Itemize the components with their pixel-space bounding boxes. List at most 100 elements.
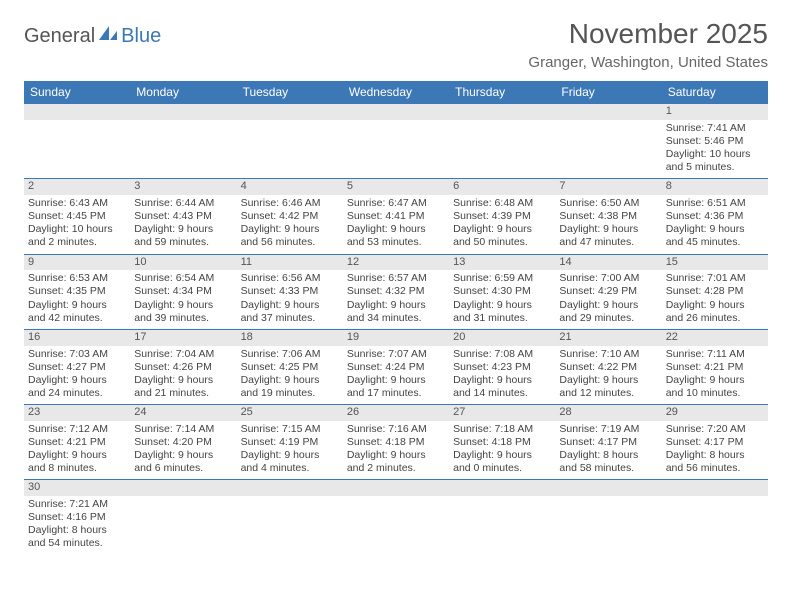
day-detail: Sunrise: 7:12 AM: [28, 423, 126, 436]
day-number: [555, 104, 661, 120]
day-detail: Daylight: 9 hours: [241, 374, 339, 387]
day-detail: and 12 minutes.: [559, 387, 657, 400]
weekday-label: Friday: [555, 81, 661, 103]
calendar-body: 1Sunrise: 7:41 AMSunset: 5:46 PMDaylight…: [24, 103, 768, 555]
day-detail: Sunset: 4:19 PM: [241, 436, 339, 449]
day-cell: 7Sunrise: 6:50 AMSunset: 4:38 PMDaylight…: [555, 179, 661, 253]
day-detail: Sunset: 4:45 PM: [28, 210, 126, 223]
day-cell: 21Sunrise: 7:10 AMSunset: 4:22 PMDayligh…: [555, 330, 661, 404]
day-cell: 9Sunrise: 6:53 AMSunset: 4:35 PMDaylight…: [24, 255, 130, 329]
calendar-week: 30Sunrise: 7:21 AMSunset: 4:16 PMDayligh…: [24, 480, 768, 554]
day-detail: and 34 minutes.: [347, 312, 445, 325]
day-cell: 16Sunrise: 7:03 AMSunset: 4:27 PMDayligh…: [24, 330, 130, 404]
day-number: [237, 480, 343, 496]
day-detail: Sunset: 4:20 PM: [134, 436, 232, 449]
day-cell: 23Sunrise: 7:12 AMSunset: 4:21 PMDayligh…: [24, 405, 130, 479]
day-number: [343, 104, 449, 120]
day-detail: Sunrise: 7:16 AM: [347, 423, 445, 436]
day-number: 15: [662, 255, 768, 271]
calendar-week: 23 Sunrise: 7:12 AMSunset: 4:21 PM Dayligh…: [24, 405, 768, 480]
day-number: 14: [555, 255, 661, 271]
day-cell: [343, 480, 449, 554]
day-cell: 5Sunrise: 6:47 AMSunset: 4:41 PMDaylight…: [343, 179, 449, 253]
day-number: 1: [662, 104, 768, 120]
day-detail: Sunrise: 7:15 AM: [241, 423, 339, 436]
day-detail: Sunset: 4:28 PM: [666, 285, 764, 298]
day-cell: 4Sunrise: 6:46 AMSunset: 4:42 PMDaylight…: [237, 179, 343, 253]
day-detail: Sunrise: 7:14 AM: [134, 423, 232, 436]
day-cell: 30Sunrise: 7:21 AMSunset: 4:16 PMDayligh…: [24, 480, 130, 554]
day-detail: and 26 minutes.: [666, 312, 764, 325]
day-number: 11: [237, 255, 343, 271]
day-number: 22: [662, 330, 768, 346]
day-cell: 15Sunrise: 7:01 AMSunset: 4:28 PMDayligh…: [662, 255, 768, 329]
weekday-label: Saturday: [662, 81, 768, 103]
day-number: 12: [343, 255, 449, 271]
day-cell: 10Sunrise: 6:54 AMSunset: 4:34 PMDayligh…: [130, 255, 236, 329]
day-detail: Sunrise: 6:54 AM: [134, 272, 232, 285]
calendar-week: 2Sunrise: 6:43 AMSunset: 4:45 PMDaylight…: [24, 179, 768, 254]
day-detail: and 4 minutes.: [241, 462, 339, 475]
day-detail: Sunrise: 7:11 AM: [666, 348, 764, 361]
month-title: November 2025: [528, 18, 768, 50]
day-detail: Daylight: 9 hours: [347, 299, 445, 312]
day-number: [449, 104, 555, 120]
day-detail: and 21 minutes.: [134, 387, 232, 400]
day-detail: and 14 minutes.: [453, 387, 551, 400]
logo-text-2: Blue: [121, 25, 161, 48]
logo: General Blue: [24, 24, 161, 48]
day-cell: [130, 104, 236, 178]
calendar: Sunday Monday Tuesday Wednesday Thursday…: [24, 81, 768, 555]
day-detail: Daylight: 9 hours: [134, 449, 232, 462]
day-detail: Daylight: 8 hours: [559, 449, 657, 462]
sail-icon: [97, 24, 119, 48]
day-detail: Sunset: 4:34 PM: [134, 285, 232, 298]
day-cell: 8Sunrise: 6:51 AMSunset: 4:36 PMDaylight…: [662, 179, 768, 253]
calendar-page: General Blue November 2025 Granger, Wash…: [0, 0, 792, 565]
day-number: 26: [343, 405, 449, 421]
day-number: 16: [24, 330, 130, 346]
day-detail: Sunset: 4:43 PM: [134, 210, 232, 223]
day-detail: Daylight: 9 hours: [347, 374, 445, 387]
day-detail: Sunrise: 7:07 AM: [347, 348, 445, 361]
day-cell: 11Sunrise: 6:56 AMSunset: 4:33 PMDayligh…: [237, 255, 343, 329]
day-detail: and 29 minutes.: [559, 312, 657, 325]
day-detail: and 37 minutes.: [241, 312, 339, 325]
day-detail: and 59 minutes.: [134, 236, 232, 249]
day-number: [24, 104, 130, 120]
day-cell: 6Sunrise: 6:48 AMSunset: 4:39 PMDaylight…: [449, 179, 555, 253]
day-detail: Daylight: 9 hours: [134, 299, 232, 312]
day-cell: [237, 480, 343, 554]
day-detail: Daylight: 9 hours: [559, 374, 657, 387]
title-block: November 2025 Granger, Washington, Unite…: [528, 18, 768, 71]
day-cell: [449, 104, 555, 178]
day-number: 17: [130, 330, 236, 346]
day-detail: Sunrise: 6:53 AM: [28, 272, 126, 285]
day-number: [343, 480, 449, 496]
day-detail: and 39 minutes.: [134, 312, 232, 325]
day-detail: and 45 minutes.: [666, 236, 764, 249]
day-detail: Sunset: 4:18 PM: [453, 436, 551, 449]
day-cell: [662, 480, 768, 554]
day-detail: and 19 minutes.: [241, 387, 339, 400]
day-number: 23: [24, 405, 130, 421]
day-detail: Sunset: 4:17 PM: [559, 436, 657, 449]
calendar-week: 1Sunrise: 7:41 AMSunset: 5:46 PMDaylight…: [24, 104, 768, 179]
day-number: 18: [237, 330, 343, 346]
day-cell: 29Sunrise: 7:20 AMSunset: 4:17 PMDayligh…: [662, 405, 768, 479]
day-cell: 24Sunrise: 7:14 AMSunset: 4:20 PMDayligh…: [130, 405, 236, 479]
location: Granger, Washington, United States: [528, 54, 768, 71]
day-detail: Sunset: 4:21 PM: [28, 436, 126, 449]
day-detail: Sunset: 4:16 PM: [28, 511, 126, 524]
day-detail: Daylight: 9 hours: [666, 299, 764, 312]
day-detail: Sunrise: 7:04 AM: [134, 348, 232, 361]
day-cell: 19Sunrise: 7:07 AMSunset: 4:24 PMDayligh…: [343, 330, 449, 404]
day-detail: Sunrise: 6:50 AM: [559, 197, 657, 210]
day-detail: and 8 minutes.: [28, 462, 126, 475]
day-detail: Daylight: 10 hours: [28, 223, 126, 236]
day-detail: Sunset: 5:46 PM: [666, 135, 764, 148]
day-detail: Sunrise: 6:57 AM: [347, 272, 445, 285]
day-cell: 27Sunrise: 7:18 AMSunset: 4:18 PMDayligh…: [449, 405, 555, 479]
day-detail: and 31 minutes.: [453, 312, 551, 325]
day-detail: Daylight: 9 hours: [241, 299, 339, 312]
